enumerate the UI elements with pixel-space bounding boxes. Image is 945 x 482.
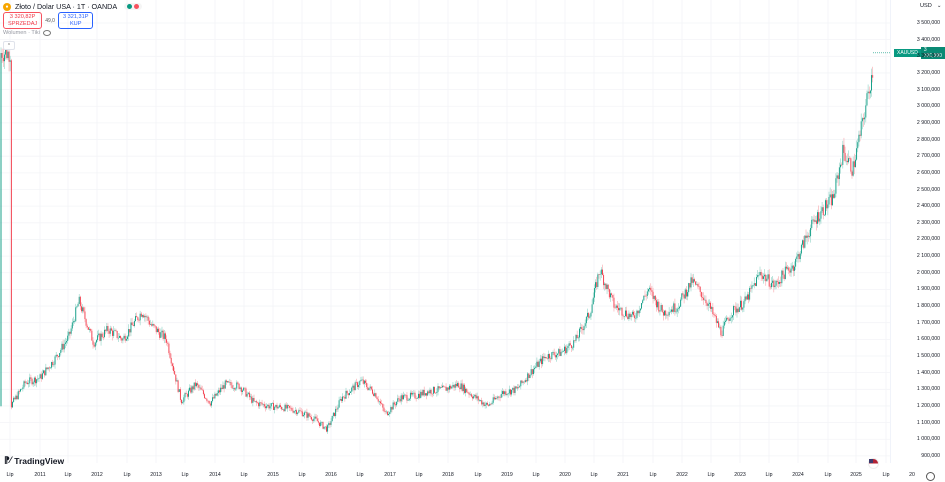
- time-tick-label: 2022: [676, 472, 688, 478]
- price-tick-label: 1 500,000: [916, 353, 940, 359]
- buy-price: 3 321,31P: [62, 14, 89, 20]
- price-tick-label: 1 800,000: [916, 303, 940, 310]
- time-tick-label: 2025: [850, 472, 862, 478]
- time-tick-label: Lip: [123, 472, 131, 478]
- price-axis[interactable]: USD ⌄ XAUUSD 3 320,990 3 500,000 3 400,00…: [890, 0, 945, 463]
- currency-label: USD: [920, 3, 932, 9]
- time-tick-label: Lip: [6, 472, 14, 478]
- eye-icon[interactable]: [42, 30, 51, 36]
- price-tick-label: 2 100,000: [916, 253, 940, 260]
- price-tick-label: 1 100,000: [916, 419, 940, 426]
- price-tick-label: 2 200,000: [916, 236, 940, 243]
- time-tick-label: 20: [909, 472, 915, 478]
- time-tick-label: Lip: [824, 472, 832, 478]
- time-tick-label: 2011: [34, 472, 46, 478]
- time-tick-label: Lip: [240, 472, 248, 478]
- gold-coin-icon: ●: [3, 2, 11, 11]
- time-tick-label: Lip: [649, 472, 657, 478]
- logo-text: TradingView: [14, 455, 65, 466]
- time-tick-label: Lip: [532, 472, 540, 478]
- sell-price: 3 320,82P: [9, 14, 36, 20]
- tv-logo-icon: ⁋⁄: [4, 455, 12, 465]
- time-tick-label: Lip: [298, 472, 306, 478]
- time-tick-label: Lip: [474, 472, 482, 478]
- time-tick-label: 2014: [209, 472, 221, 478]
- price-tick-label: 1 600,000: [916, 336, 940, 343]
- time-tick-label: Lip: [181, 472, 189, 478]
- buy-label: KUP: [69, 20, 82, 27]
- symbol-title[interactable]: Złoto / Dolar USA · 1T · OANDA: [15, 2, 118, 11]
- currency-selector[interactable]: USD ⌄: [920, 3, 942, 9]
- price-tick-label: 1 000,000: [916, 436, 940, 443]
- time-tick-label: 2018: [442, 472, 454, 478]
- time-tick-label: Lip: [882, 472, 890, 478]
- time-tick-label: 2017: [384, 472, 396, 478]
- buy-button[interactable]: 3 321,31P KUP: [57, 12, 94, 29]
- time-tick-label: Lip: [707, 472, 715, 478]
- price-tick-label: 3 000,000: [916, 103, 940, 110]
- price-tick-label: 2 400,000: [916, 203, 940, 210]
- price-tick-label: 2 600,000: [916, 169, 940, 176]
- time-tick-label: Lip: [765, 472, 773, 478]
- price-tick-label: 2 800,000: [916, 136, 940, 143]
- market-status[interactable]: [124, 3, 143, 10]
- volume-indicator[interactable]: Wolumen · Tiki: [3, 30, 51, 36]
- price-tick-label: 2 000,000: [916, 269, 940, 276]
- time-tick-label: 2015: [267, 472, 279, 478]
- chevron-up-icon: ⌃: [6, 42, 12, 49]
- trade-buttons: 3 320,82P SPRZEDAJ 49,0 3 321,31P KUP: [3, 12, 94, 29]
- time-tick-label: 2012: [91, 472, 103, 478]
- price-tick-label: 1 400,000: [916, 369, 940, 376]
- time-tick-label: Lip: [590, 472, 598, 478]
- time-tick-label: 2013: [150, 472, 162, 478]
- price-tick-label: 2 900,000: [916, 119, 940, 126]
- price-tick-label: 900,000: [921, 452, 940, 459]
- spread-value: 49,0: [45, 17, 55, 24]
- market-open-icon: [127, 4, 133, 9]
- last-price-label: XAUUSD 3 320,990: [894, 46, 945, 59]
- chevron-down-icon: ⌄: [936, 3, 942, 9]
- price-tick-label: 1 200,000: [916, 402, 940, 409]
- settings-gear-icon[interactable]: [926, 472, 935, 481]
- time-tick-label: Lip: [64, 472, 72, 478]
- price-tick-label: 2 300,000: [916, 219, 940, 226]
- price-tick-label: 3 200,000: [916, 69, 940, 76]
- time-tick-label: 2023: [734, 472, 746, 478]
- chart-area[interactable]: [0, 0, 890, 463]
- time-tick-label: 2019: [501, 472, 513, 478]
- price-tick-label: 1 300,000: [916, 386, 940, 393]
- time-tick-label: 2020: [559, 472, 571, 478]
- symbol-legend: ● Złoto / Dolar USA · 1T · OANDA: [3, 2, 143, 11]
- time-tick-label: Lip: [415, 472, 423, 478]
- time-tick-label: 2024: [792, 472, 804, 478]
- price-tick-label: 1 900,000: [916, 286, 940, 293]
- us-flag-icon[interactable]: [868, 458, 879, 469]
- price-tick-label: 2 500,000: [916, 186, 940, 193]
- tradingview-logo[interactable]: ⁋⁄ TradingView: [4, 455, 64, 466]
- time-tick-label: 2016: [325, 472, 337, 478]
- price-tick-label: 2 700,000: [916, 153, 940, 160]
- market-alert-icon: [134, 4, 140, 9]
- collapse-legend-button[interactable]: ⌃: [3, 41, 15, 50]
- price-tick-label: 3 400,000: [916, 36, 940, 43]
- price-chart[interactable]: [0, 0, 890, 463]
- price-tick-label: 3 500,000: [916, 20, 940, 26]
- price-tick-label: 3 300,000: [916, 53, 940, 60]
- price-tick-label: 1 700,000: [916, 319, 940, 326]
- sell-label: SPRZEDAJ: [8, 20, 38, 27]
- last-price-value: 3 320,990: [920, 46, 945, 59]
- price-tick-label: 3 100,000: [916, 86, 940, 93]
- volume-label: Wolumen · Tiki: [3, 30, 40, 36]
- last-price-symbol: XAUUSD: [894, 49, 921, 56]
- time-tick-label: 2021: [617, 472, 629, 478]
- time-tick-label: Lip: [356, 472, 364, 478]
- sell-button[interactable]: 3 320,82P SPRZEDAJ: [3, 12, 43, 29]
- time-axis[interactable]: Lip 2011 Lip 2012 Lip 2013 Lip 2014 Lip 2015 Lip 20…: [0, 468, 915, 482]
